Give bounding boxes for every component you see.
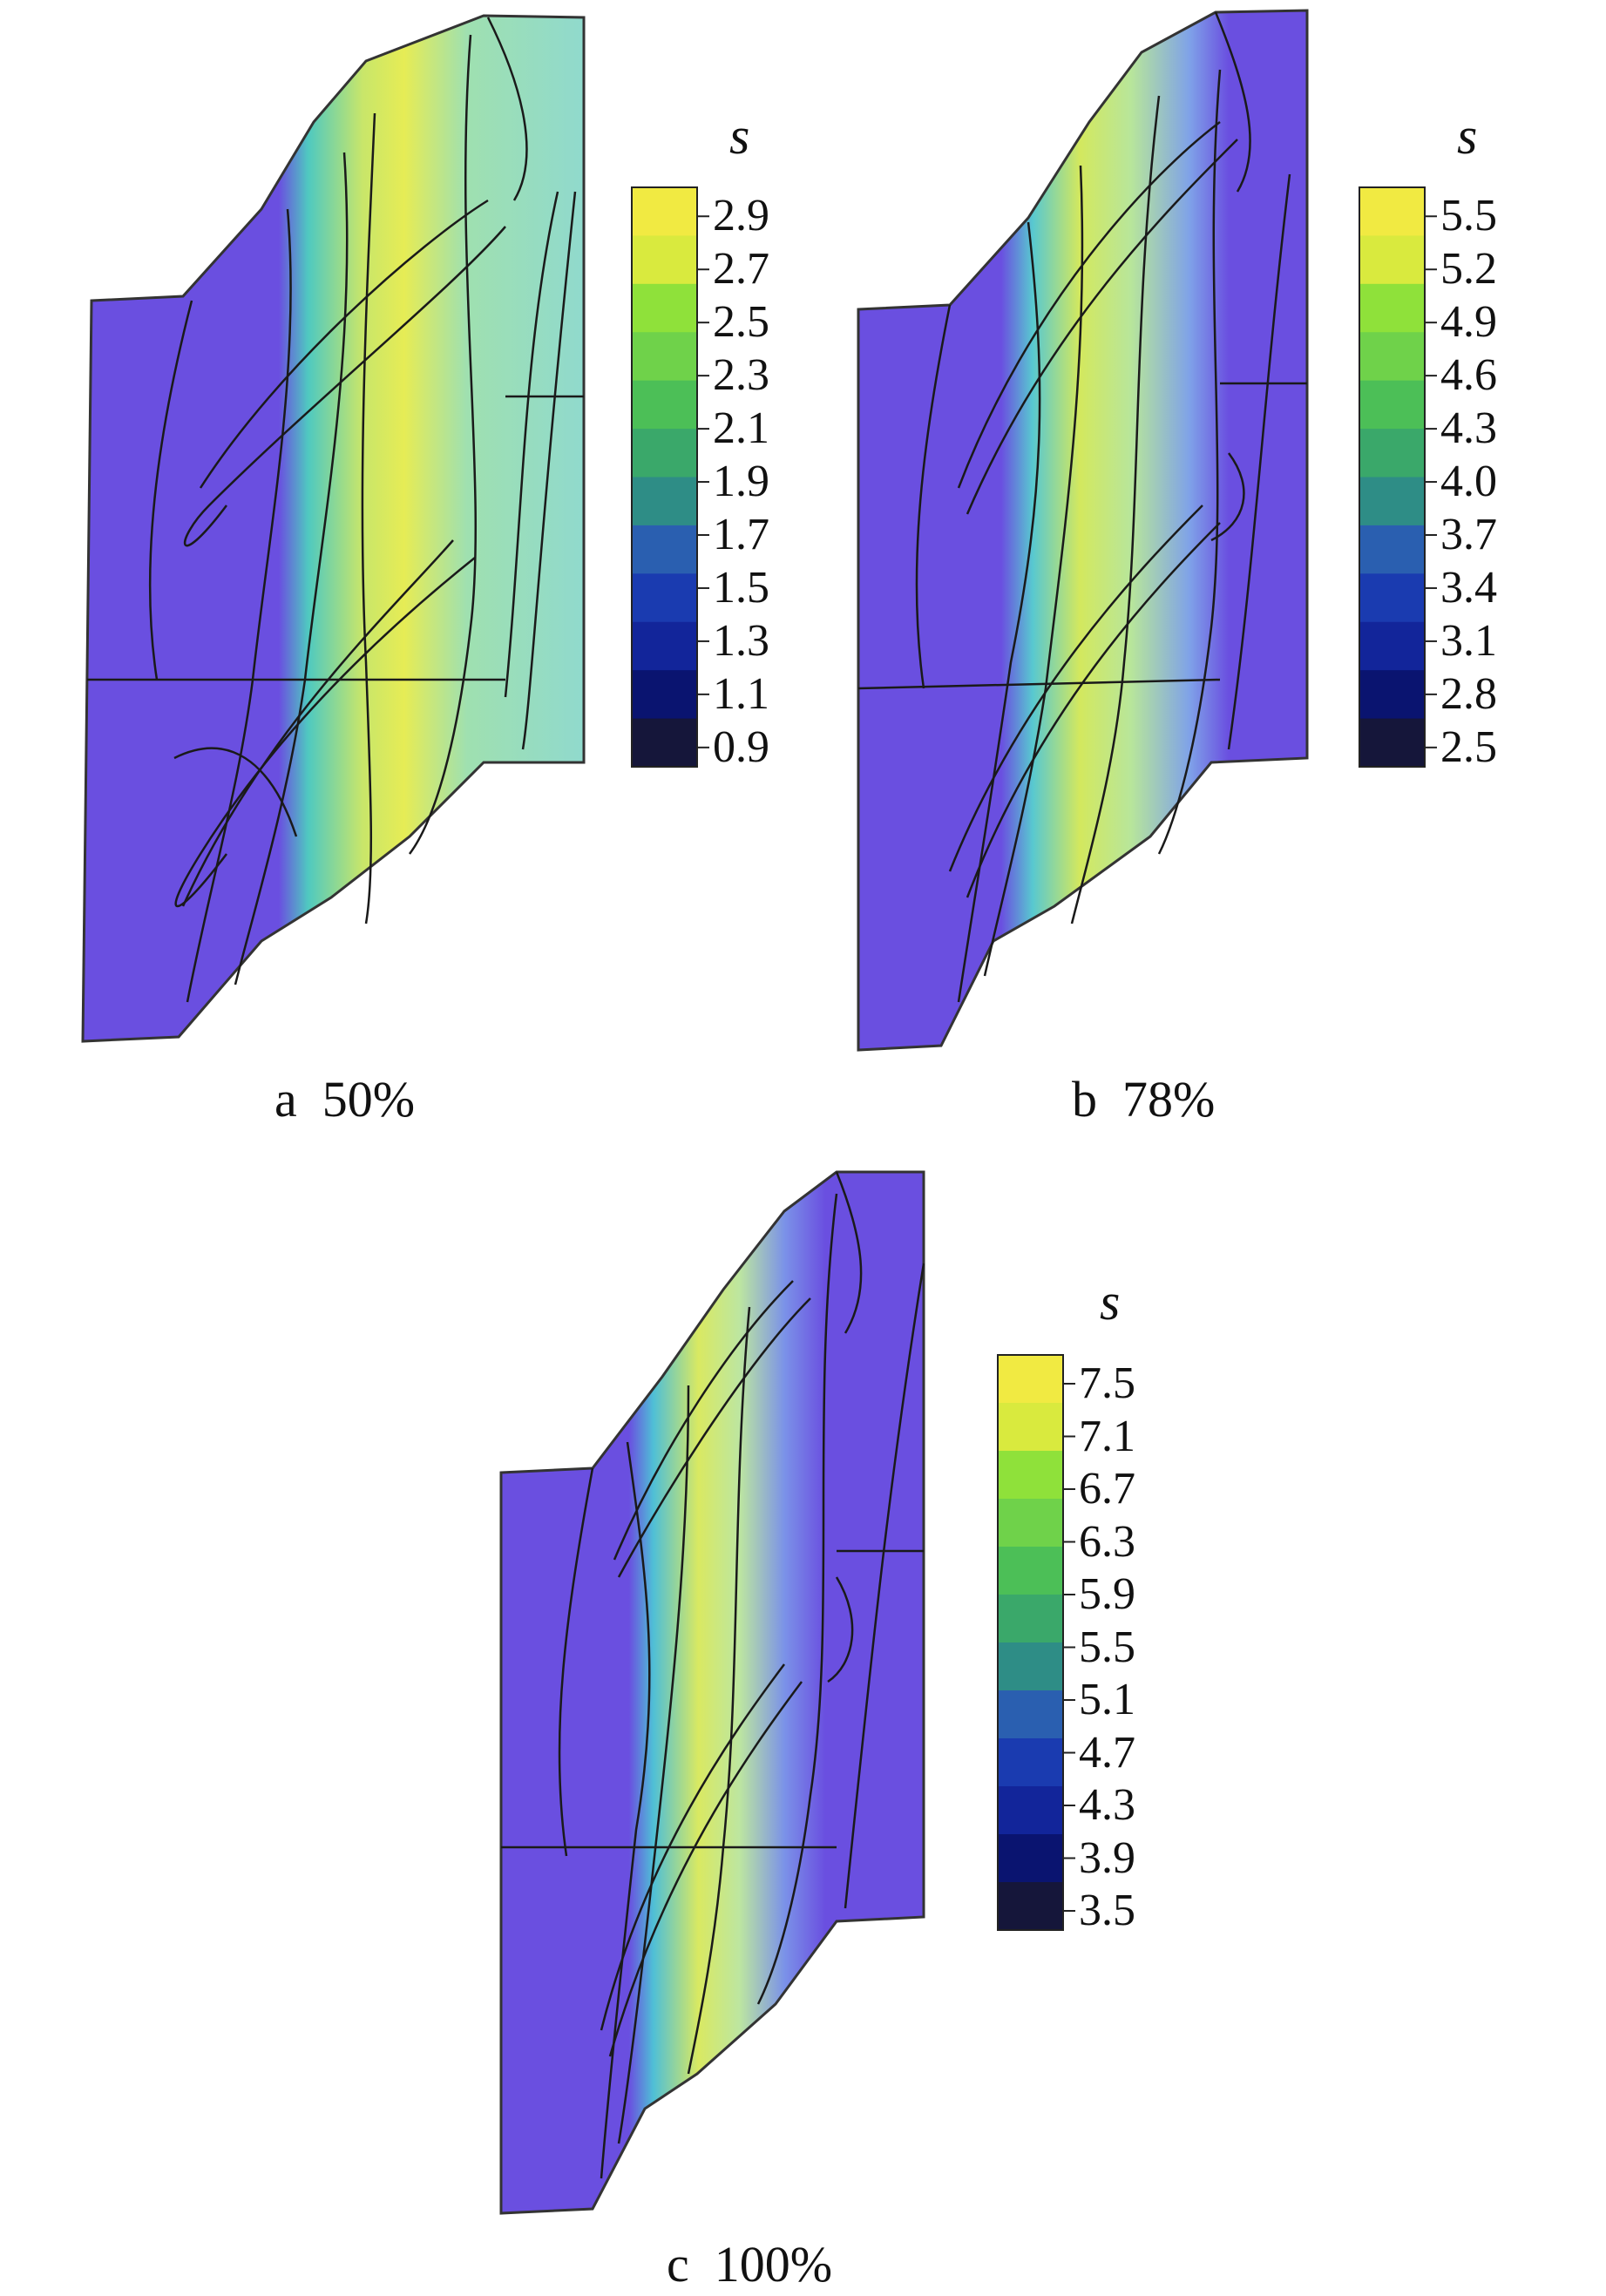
colorbar-tick-label: 6.7 bbox=[1079, 1464, 1135, 1514]
colorbar-tick-label: 5.9 bbox=[1079, 1569, 1135, 1619]
panel-a-caption: a 50% bbox=[274, 1071, 416, 1128]
colorbar-swatch bbox=[632, 332, 697, 382]
panel-c-colorbar-title: s bbox=[1100, 1273, 1121, 1331]
colorbar-tick-label: 3.7 bbox=[1440, 510, 1497, 559]
panel-c-contour-field bbox=[499, 1170, 925, 2215]
colorbar-swatch bbox=[1359, 380, 1425, 430]
colorbar-frame bbox=[997, 1354, 1064, 1931]
colorbar-swatch bbox=[998, 1834, 1063, 1883]
colorbar-swatch bbox=[998, 1595, 1063, 1643]
colorbar-tick-label: 1.7 bbox=[713, 510, 769, 559]
colorbar-tick-label: 1.9 bbox=[713, 457, 769, 507]
colorbar-swatch bbox=[998, 1499, 1063, 1548]
colorbar-swatch bbox=[632, 187, 697, 236]
colorbar-swatch bbox=[1359, 573, 1425, 623]
colorbar-swatch bbox=[998, 1547, 1063, 1595]
panel-c-caption: c 100% bbox=[667, 2236, 833, 2293]
colorbar-swatch bbox=[632, 235, 697, 285]
colorbar-tick-label: 5.5 bbox=[1440, 191, 1497, 241]
colorbar-tick-label: 3.1 bbox=[1440, 615, 1497, 666]
colorbar-tick-label: 3.9 bbox=[1079, 1832, 1135, 1883]
colorbar-swatch bbox=[1359, 621, 1425, 671]
colorbar-tick-label: 2.8 bbox=[1440, 668, 1497, 719]
panel-b-colorbar-title: s bbox=[1457, 107, 1478, 165]
colorbar-swatch bbox=[998, 1403, 1063, 1452]
colorbar-swatch bbox=[1359, 525, 1425, 574]
colorbar-tick-label: 6.3 bbox=[1079, 1516, 1135, 1567]
colorbar-tick-label: 2.5 bbox=[713, 297, 769, 348]
panel-b-streamlines bbox=[857, 11, 1307, 1003]
colorbar-tick-label: 2.1 bbox=[713, 403, 769, 454]
colorbar-swatch bbox=[1359, 670, 1425, 720]
colorbar-swatch bbox=[1359, 235, 1425, 285]
colorbar-swatch bbox=[632, 380, 697, 430]
colorbar-swatch bbox=[1359, 429, 1425, 477]
panel-a-colorbar-title: s bbox=[729, 107, 750, 165]
colorbar-swatch bbox=[632, 525, 697, 574]
colorbar-tick-label: 0.9 bbox=[713, 721, 769, 772]
panel-a-colorbar bbox=[631, 186, 709, 768]
colorbar-tick-label: 7.1 bbox=[1079, 1411, 1135, 1461]
colorbar-tick-label: 4.7 bbox=[1079, 1727, 1135, 1778]
colorbar-swatch bbox=[1359, 332, 1425, 382]
colorbar-frame bbox=[631, 186, 698, 768]
panel-c-colorbar bbox=[997, 1354, 1075, 1931]
colorbar-tick-label: 5.2 bbox=[1440, 244, 1497, 295]
colorbar-frame bbox=[1359, 186, 1426, 768]
colorbar-swatch bbox=[998, 1738, 1063, 1787]
colorbar-tick-label: 4.3 bbox=[1079, 1780, 1135, 1830]
colorbar-tick-label: 2.9 bbox=[713, 191, 769, 241]
panel-b-contour-field bbox=[857, 9, 1309, 1052]
colorbar-tick-label: 3.5 bbox=[1079, 1886, 1135, 1935]
colorbar-tick-label: 2.5 bbox=[1440, 721, 1497, 772]
colorbar-swatch bbox=[632, 429, 697, 477]
colorbar-swatch bbox=[632, 283, 697, 333]
colorbar-tick-label: 2.7 bbox=[713, 244, 769, 295]
colorbar-tick-label: 4.9 bbox=[1440, 297, 1497, 348]
panel-a-contour-field bbox=[81, 14, 586, 1043]
colorbar-swatch bbox=[998, 1451, 1063, 1500]
colorbar-tick-label: 1.3 bbox=[713, 615, 769, 666]
colorbar-tick-label: 1.1 bbox=[713, 668, 769, 719]
colorbar-tick-label: 1.5 bbox=[713, 562, 769, 613]
colorbar-swatch bbox=[998, 1690, 1063, 1739]
colorbar-swatch bbox=[1359, 477, 1425, 526]
colorbar-tick-label: 4.0 bbox=[1440, 457, 1497, 507]
colorbar-tick-label: 3.4 bbox=[1440, 562, 1497, 613]
colorbar-tick-label: 4.6 bbox=[1440, 350, 1497, 401]
colorbar-swatch bbox=[998, 1642, 1063, 1691]
colorbar-tick-label: 4.3 bbox=[1440, 403, 1497, 454]
colorbar-swatch bbox=[632, 718, 697, 768]
colorbar-swatch bbox=[632, 477, 697, 526]
panel-c-streamlines bbox=[501, 1171, 925, 2179]
colorbar-tick-label: 7.5 bbox=[1079, 1358, 1135, 1408]
panel-a-streamlines bbox=[87, 17, 584, 1003]
panel-b-colorbar bbox=[1359, 186, 1437, 768]
colorbar-swatch bbox=[998, 1882, 1063, 1931]
colorbar-swatch bbox=[998, 1355, 1063, 1404]
colorbar-swatch bbox=[632, 670, 697, 720]
colorbar-tick-label: 2.3 bbox=[713, 350, 769, 401]
colorbar-tick-label: 5.1 bbox=[1079, 1675, 1135, 1724]
colorbar-swatch bbox=[998, 1786, 1063, 1835]
colorbar-swatch bbox=[632, 573, 697, 623]
colorbar-swatch bbox=[1359, 187, 1425, 236]
panel-b-caption: b 78% bbox=[1072, 1071, 1216, 1128]
colorbar-swatch bbox=[632, 621, 697, 671]
colorbar-swatch bbox=[1359, 718, 1425, 768]
colorbar-swatch bbox=[1359, 283, 1425, 333]
colorbar-tick-label: 5.5 bbox=[1079, 1622, 1135, 1672]
